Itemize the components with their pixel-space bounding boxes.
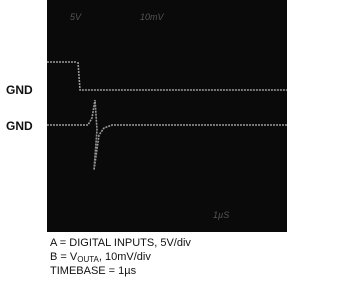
scope-screen <box>47 0 287 232</box>
timebase-mark: 1µS <box>213 210 229 220</box>
caption-text: , 10mV/div <box>99 251 151 263</box>
ground-label: GND <box>6 83 33 97</box>
ground-label: GND <box>6 119 33 133</box>
channel-a-scale: 5V <box>70 12 82 22</box>
caption-line: TIMEBASE = 1µs <box>50 265 137 277</box>
page: 5V 10mV 1µS GND GND A = DIGITAL INPUTS, … <box>0 0 347 287</box>
caption-text: B = V <box>50 251 78 263</box>
caption-subscript: OUTA <box>77 255 99 264</box>
channel-b-scale: 10mV <box>140 12 165 22</box>
caption-line: A = DIGITAL INPUTS, 5V/div <box>50 237 191 249</box>
caption-line: B = VOUTA, 10mV/div <box>50 251 151 264</box>
figure: 5V 10mV 1µS GND GND A = DIGITAL INPUTS, … <box>0 0 347 287</box>
